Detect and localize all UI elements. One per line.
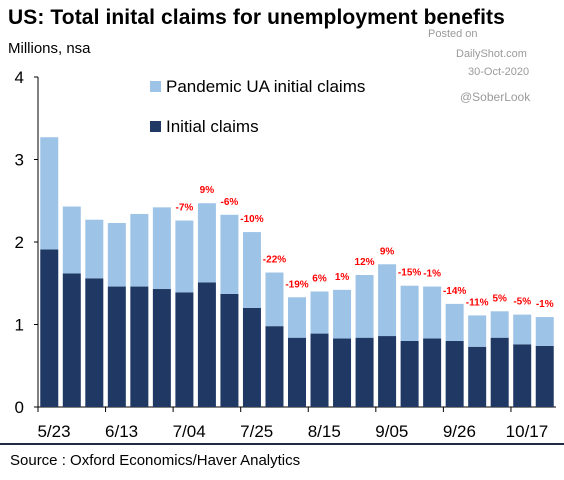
chart-title: US: Total inital claims for unemployment… xyxy=(8,6,505,29)
bar-pandemic-ua-claims xyxy=(265,272,284,327)
legend-label: Initial claims xyxy=(166,117,259,136)
bar-initial-claims xyxy=(152,289,171,407)
change-annotation-label: 5% xyxy=(492,293,507,304)
bar-pandemic-ua-claims xyxy=(107,223,126,287)
bar-pandemic-ua-claims xyxy=(423,286,442,339)
bar-initial-claims xyxy=(40,249,59,407)
watermark-date: 30-Oct-2020 xyxy=(468,66,530,78)
y-tick-label: 4 xyxy=(15,68,24,87)
y-tick-label: 1 xyxy=(15,316,24,335)
footer-separator xyxy=(0,443,564,445)
x-tick-label: 7/25 xyxy=(240,422,273,440)
change-annotation-label: 6% xyxy=(312,274,327,285)
bar-initial-claims xyxy=(468,346,487,407)
bar-pandemic-ua-claims xyxy=(152,207,171,290)
bar-initial-claims xyxy=(513,344,532,407)
bar-initial-claims xyxy=(107,286,126,407)
bar-initial-claims xyxy=(130,286,149,407)
y-tick-label: 3 xyxy=(15,151,24,170)
source-note: Source : Oxford Economics/Haver Analytic… xyxy=(10,452,301,469)
bar-initial-claims xyxy=(220,293,239,407)
bar-initial-claims xyxy=(288,337,306,407)
bar-pandemic-ua-claims xyxy=(175,220,194,293)
bar-pandemic-ua-claims xyxy=(513,314,532,345)
bar-pandemic-ua-claims xyxy=(378,264,397,337)
bar-pandemic-ua-claims xyxy=(445,303,464,341)
bar-initial-claims xyxy=(85,278,104,407)
change-annotation-label: -7% xyxy=(175,203,193,214)
bar-pandemic-ua-claims xyxy=(490,311,509,338)
change-annotation-label: 9% xyxy=(380,246,395,257)
y-tick-label: 0 xyxy=(15,398,24,417)
change-annotation-label: -1% xyxy=(536,299,554,310)
bar-initial-claims xyxy=(197,282,216,407)
bar-pandemic-ua-claims xyxy=(535,317,554,346)
bar-initial-claims xyxy=(423,338,442,407)
chart-subtitle: Millions, nsa xyxy=(8,40,91,57)
bar-initial-claims xyxy=(535,345,554,407)
bar-initial-claims xyxy=(310,333,329,407)
watermark-handle: @SoberLook xyxy=(460,90,531,104)
watermark-site: DailyShot.com xyxy=(456,48,527,60)
bar-pandemic-ua-claims xyxy=(400,285,419,341)
bar-initial-claims xyxy=(333,338,352,407)
change-annotation-label: -6% xyxy=(221,197,239,208)
change-annotation-label: -19% xyxy=(285,279,308,290)
x-tick-label: 5/23 xyxy=(37,422,70,440)
bar-pandemic-ua-claims xyxy=(220,214,239,294)
bar-pandemic-ua-claims xyxy=(333,289,352,339)
change-annotation-label: 1% xyxy=(335,272,350,283)
bar-pandemic-ua-claims xyxy=(197,203,216,283)
x-tick-label: 9/26 xyxy=(443,422,476,440)
bar-pandemic-ua-claims xyxy=(40,137,59,250)
change-annotation-label: -15% xyxy=(398,268,421,279)
bar-initial-claims xyxy=(400,341,419,407)
bar-initial-claims xyxy=(62,273,81,407)
x-tick-label: 7/04 xyxy=(173,422,206,440)
change-annotation-label: -14% xyxy=(443,286,466,297)
bar-initial-claims xyxy=(355,337,374,407)
bar-initial-claims xyxy=(265,326,284,407)
bar-pandemic-ua-claims xyxy=(355,275,374,338)
change-annotation-label: 9% xyxy=(200,185,215,196)
bar-pandemic-ua-claims xyxy=(85,219,104,279)
y-tick-label: 2 xyxy=(15,233,24,252)
change-annotation-label: -1% xyxy=(423,269,441,280)
bar-initial-claims xyxy=(490,337,509,407)
bar-initial-claims xyxy=(175,292,194,407)
bar-pandemic-ua-claims xyxy=(468,315,487,347)
legend-label: Pandemic UA initial claims xyxy=(166,77,365,96)
bar-pandemic-ua-claims xyxy=(242,232,261,308)
legend-swatch xyxy=(150,121,161,132)
change-annotation-label: -11% xyxy=(466,297,489,308)
claims-chart: 0 1 2 3 4 5/23 6/13 7/04 7/25 8/15 9/05 9/26 10/17 -7… xyxy=(15,68,556,440)
legend-swatch xyxy=(150,81,161,92)
change-annotation-label: -10% xyxy=(240,214,263,225)
x-tick-label: 6/13 xyxy=(105,422,138,440)
x-tick-label: 8/15 xyxy=(308,422,341,440)
change-annotation-label: -22% xyxy=(263,255,286,266)
change-annotation-label: -5% xyxy=(513,297,531,308)
bar-initial-claims xyxy=(378,336,397,407)
bar-pandemic-ua-claims xyxy=(288,297,306,338)
bar-pandemic-ua-claims xyxy=(310,291,329,334)
bar-initial-claims xyxy=(445,341,464,407)
bar-pandemic-ua-claims xyxy=(62,206,81,274)
watermark-posted-on: Posted on xyxy=(428,28,478,40)
bar-pandemic-ua-claims xyxy=(130,213,149,287)
x-tick-label: 10/17 xyxy=(506,422,549,440)
x-tick-label: 9/05 xyxy=(375,422,408,440)
change-annotation-label: 12% xyxy=(355,257,375,268)
bar-initial-claims xyxy=(242,308,261,407)
